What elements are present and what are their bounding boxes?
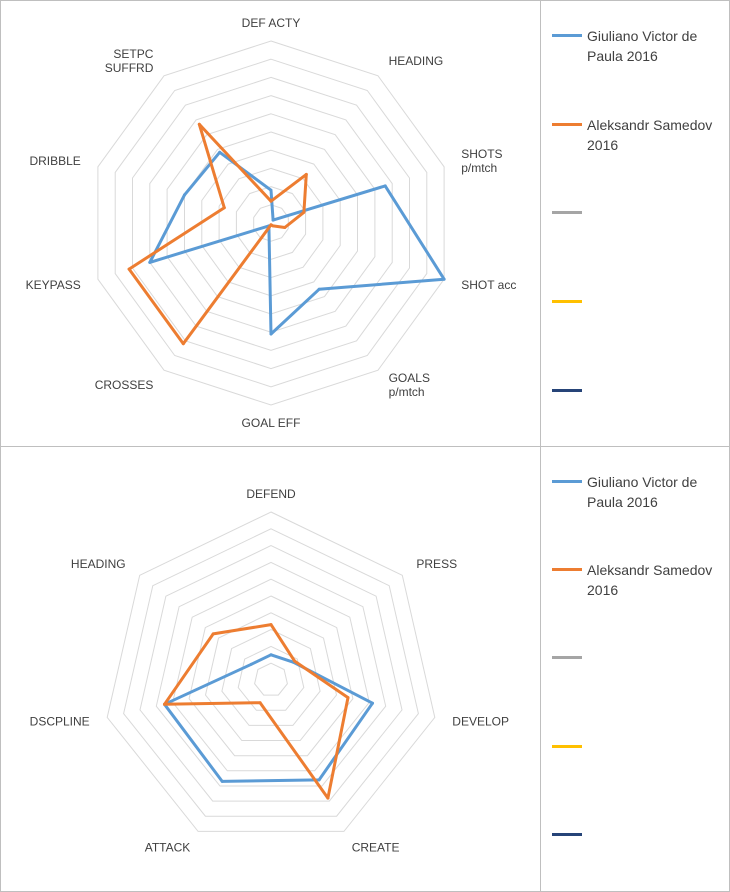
grid-ring (139, 545, 403, 802)
axis-label-goals-p-mtch: GOALS (389, 371, 430, 385)
data-point-giuliano-victor-de-paula-2016-develop (371, 701, 374, 705)
legend-swatch (552, 568, 582, 571)
legend-swatch (552, 745, 582, 748)
legend-swatch (552, 211, 582, 214)
data-point-giuliano-victor-de-paula-2016-heading (249, 662, 253, 666)
grid-ring (123, 528, 419, 817)
axis-label-press: PRESS (416, 557, 457, 571)
legend-swatch (552, 833, 582, 836)
data-point-aleksandr-samedov-2016-keypass (127, 267, 131, 271)
legend-label: Giuliano Victor de Paula 2016 (587, 474, 698, 510)
legend-label: Aleksandr Samedov 2016 (587, 562, 713, 598)
grid-ring (132, 76, 410, 370)
grid-ring (155, 561, 387, 787)
axis-label-dscpline: DSCPLINE (30, 714, 90, 728)
data-point-aleksandr-samedov-2016-shots-p-mtch (302, 210, 306, 214)
chart-legend-roles: Giuliano Victor de Paula 2016 Aleksandr Sa… (550, 447, 728, 891)
grid-ring (172, 578, 370, 772)
legend-item-blank-2 (550, 737, 728, 781)
legend-swatch (552, 389, 582, 392)
data-point-aleksandr-samedov-2016-defend (269, 623, 273, 627)
grid-ring (106, 511, 436, 832)
axis-label-create: CREATE (352, 841, 400, 855)
grid-ring (188, 595, 354, 757)
legend-item-blank-2 (550, 292, 728, 336)
legend-item-blank-3 (550, 825, 728, 869)
axis-label-shot-acc: SHOT acc (461, 278, 516, 292)
data-point-giuliano-victor-de-paula-2016-heading (271, 218, 275, 222)
series-line-giuliano-victor-de-paula-2016 (148, 150, 446, 336)
data-point-giuliano-victor-de-paula-2016-shot-acc (442, 277, 446, 281)
grid-ring (97, 40, 445, 406)
data-point-aleksandr-samedov-2016-def-acty (269, 199, 273, 203)
data-point-aleksandr-samedov-2016-heading (304, 172, 308, 176)
data-point-aleksandr-samedov-2016-dribble (222, 206, 226, 210)
panel-divider (540, 1, 541, 446)
data-point-giuliano-victor-de-paula-2016-attack (220, 779, 224, 783)
axis-label-goals-p-mtch: p/mtch (389, 385, 425, 399)
legend-swatch (552, 34, 582, 37)
axis-label-setpc-suffrd: SETPC (113, 47, 153, 61)
axis-label-attack: ATTACK (145, 841, 191, 855)
legend-item-aleksandr-samedov-2016: Aleksandr Samedov 2016 (550, 560, 728, 604)
radar-chart-roles-panel: DEFEND PRESS DEVELOP CREATE ATTACK DSCPLINE HE… (0, 446, 730, 892)
data-point-giuliano-victor-de-paula-2016-setpc-suffrd (218, 150, 222, 154)
legend-item-blank-3 (550, 381, 728, 425)
data-point-aleksandr-samedov-2016-develop (346, 696, 350, 700)
axis-label-develop: DEVELOP (452, 714, 509, 728)
legend-label: Giuliano Victor de Paula 2016 (587, 28, 698, 64)
data-point-giuliano-victor-de-paula-2016-defend (269, 653, 273, 657)
grid-ring (114, 58, 428, 388)
data-point-giuliano-victor-de-paula-2016-keypass (148, 260, 152, 264)
legend-label: Aleksandr Samedov 2016 (587, 117, 713, 153)
radar-chart-roles: DEFEND PRESS DEVELOP CREATE ATTACK DSCPLINE HE… (30, 487, 509, 855)
grid-ring (254, 662, 288, 696)
data-point-aleksandr-samedov-2016-shot-acc (283, 226, 287, 229)
series-line-aleksandr-samedov-2016 (163, 623, 350, 800)
data-point-aleksandr-samedov-2016-create (326, 796, 330, 800)
chart-legend-offense: Giuliano Victor de Paula 2016 Aleksandr Sa… (550, 1, 728, 446)
axis-label-heading: HEADING (389, 54, 444, 68)
data-point-aleksandr-samedov-2016-press (293, 659, 297, 663)
legend-swatch (552, 300, 582, 303)
legend-item-blank-1 (550, 203, 728, 247)
legend-item-blank-1 (550, 648, 728, 692)
radar-chart-offense-panel: DEF ACTY HEADING SHOTS p/mtch SHOT acc GOALS p… (0, 0, 730, 447)
grid-ring (221, 629, 321, 726)
axis-label-keypass: KEYPASS (26, 278, 81, 292)
axis-label-shots-p-mtch: SHOTS (461, 147, 502, 161)
axis-label-heading: HEADING (71, 557, 126, 571)
data-point-giuliano-victor-de-paula-2016-goal-eff (269, 332, 273, 336)
axis-label-goal-eff: GOAL EFF (242, 416, 301, 430)
data-point-aleksandr-samedov-2016-attack (258, 701, 262, 705)
data-point-aleksandr-samedov-2016-goal-eff (269, 223, 273, 227)
axis-label-def-acty: DEF ACTY (242, 16, 301, 30)
grid-ring (204, 612, 338, 741)
legend-item-giuliano-victor-de-paula-2016: Giuliano Victor de Paula 2016 (550, 26, 728, 70)
data-point-giuliano-victor-de-paula-2016-goals-p-mtch (317, 287, 321, 291)
data-point-aleksandr-samedov-2016-heading (211, 632, 215, 636)
legend-swatch (552, 123, 582, 126)
grid-ring (149, 95, 393, 351)
axis-label-crosses: CROSSES (95, 378, 154, 392)
data-point-aleksandr-samedov-2016-crosses (181, 342, 185, 346)
legend-swatch (552, 480, 582, 483)
legend-item-aleksandr-samedov-2016: Aleksandr Samedov 2016 (550, 115, 728, 159)
data-point-aleksandr-samedov-2016-dscpline (163, 702, 166, 706)
data-point-aleksandr-samedov-2016-setpc-suffrd (197, 122, 201, 126)
data-point-giuliano-victor-de-paula-2016-create (317, 778, 321, 782)
axis-label-shots-p-mtch: p/mtch (461, 161, 497, 175)
legend-swatch (552, 656, 582, 659)
legend-item-giuliano-victor-de-paula-2016: Giuliano Victor de Paula 2016 (550, 472, 728, 516)
panel-divider (540, 447, 541, 891)
axis-label-dribble: DRIBBLE (29, 154, 80, 168)
data-point-giuliano-victor-de-paula-2016-dribble (183, 193, 186, 197)
data-point-giuliano-victor-de-paula-2016-shots-p-mtch (383, 184, 387, 188)
axis-label-setpc-suffrd: SUFFRD (105, 61, 154, 75)
axis-label-defend: DEFEND (246, 487, 296, 501)
grid-ring (253, 204, 289, 242)
data-point-giuliano-victor-de-paula-2016-def-acty (269, 188, 273, 192)
